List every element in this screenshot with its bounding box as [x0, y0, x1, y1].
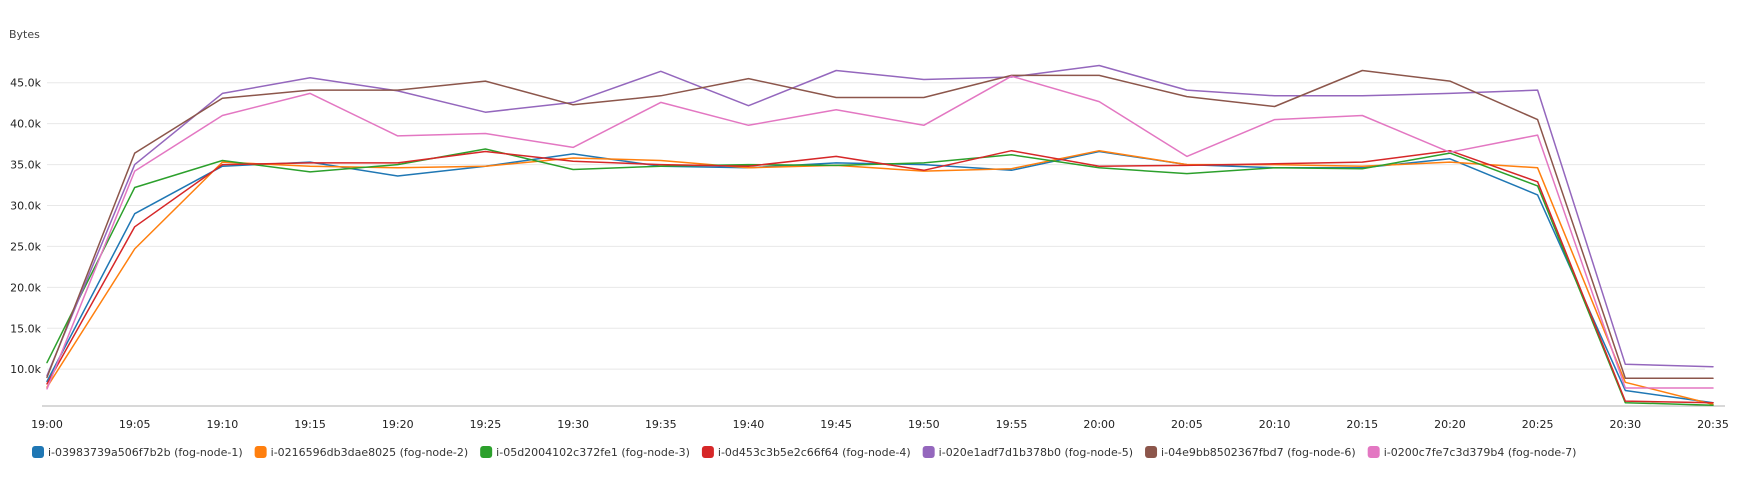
legend-item-7[interactable]: i-0200c7fe7c3d379b4 (fog-node-7): [1367, 446, 1577, 459]
x-tick-label: 19:40: [733, 418, 765, 431]
grid-lines: [47, 82, 1705, 370]
x-tick-label: 19:10: [207, 418, 239, 431]
x-tick-label: 20:30: [1609, 418, 1641, 431]
x-tick-label: 19:05: [119, 418, 151, 431]
x-tick-label: 20:20: [1434, 418, 1466, 431]
legend-label: i-0200c7fe7c3d379b4 (fog-node-7): [1384, 446, 1577, 459]
legend-swatch: [1145, 446, 1158, 458]
x-tick-label: 19:15: [294, 418, 326, 431]
x-tick-label: 20:10: [1259, 418, 1291, 431]
legend-label: i-03983739a506f7b2b (fog-node-1): [48, 446, 243, 459]
legend-swatch: [480, 446, 493, 458]
x-tick-label: 19:25: [470, 418, 502, 431]
x-tick-label: 19:55: [996, 418, 1028, 431]
x-tick-label: 20:25: [1522, 418, 1554, 431]
x-tick-label: 20:35: [1697, 418, 1729, 431]
legend-label: i-0d453c3b5e2c66f64 (fog-node-4): [718, 446, 911, 459]
legend-label: i-0216596db3dae8025 (fog-node-2): [271, 446, 469, 459]
x-tick-label: 19:50: [908, 418, 940, 431]
legend-item-4[interactable]: i-0d453c3b5e2c66f64 (fog-node-4): [701, 446, 911, 459]
legend: i-03983739a506f7b2b (fog-node-1) i-021659…: [32, 446, 1576, 459]
series-lines: [46, 64, 1714, 406]
legend-label: i-020e1adf7d1b378b0 (fog-node-5): [939, 446, 1133, 459]
y-tick-label: 40.0k: [10, 118, 41, 131]
y-axis-ticks: 10.0k 15.0k 20.0k 25.0k 30.0k 35.0k 40.0k 45.0k: [10, 77, 41, 376]
series-line-5[interactable]: [46, 64, 1714, 377]
x-tick-label: 20:00: [1083, 418, 1115, 431]
series-line-3[interactable]: [46, 148, 1714, 406]
x-tick-label: 20:05: [1171, 418, 1203, 431]
y-tick-label: 35.0k: [10, 159, 41, 172]
y-axis-label: Bytes: [9, 28, 40, 41]
legend-swatch: [922, 446, 935, 458]
x-tick-label: 19:35: [645, 418, 677, 431]
x-axis-ticks: 19:00 19:05 19:10 19:15 19:20 19:25 19:30 19:35…: [31, 418, 1729, 431]
series-line-4[interactable]: [46, 149, 1714, 404]
legend-item-2[interactable]: i-0216596db3dae8025 (fog-node-2): [254, 446, 469, 459]
y-tick-label: 10.0k: [10, 363, 41, 376]
legend-label: i-05d2004102c372fe1 (fog-node-3): [496, 446, 690, 459]
y-tick-label: 45.0k: [10, 77, 41, 90]
y-tick-label: 25.0k: [10, 240, 41, 253]
legend-item-1[interactable]: i-03983739a506f7b2b (fog-node-1): [32, 446, 243, 459]
legend-swatch: [701, 446, 714, 458]
x-tick-label: 19:20: [382, 418, 414, 431]
x-tick-label: 19:45: [820, 418, 852, 431]
legend-item-5[interactable]: i-020e1adf7d1b378b0 (fog-node-5): [922, 446, 1133, 459]
x-tick-label: 20:15: [1346, 418, 1378, 431]
x-tick-label: 19:00: [31, 418, 63, 431]
series-line-1[interactable]: [46, 150, 1714, 404]
legend-swatch: [254, 446, 267, 458]
legend-swatch: [32, 446, 44, 458]
legend-swatch: [1367, 446, 1380, 458]
series-line-2[interactable]: [46, 149, 1714, 406]
series-line-6[interactable]: [46, 69, 1714, 379]
y-tick-label: 15.0k: [10, 322, 41, 335]
legend-item-6[interactable]: i-04e9bb8502367fbd7 (fog-node-6): [1145, 446, 1356, 459]
y-tick-label: 20.0k: [10, 281, 41, 294]
legend-label: i-04e9bb8502367fbd7 (fog-node-6): [1161, 446, 1356, 459]
x-tick-label: 19:30: [557, 418, 589, 431]
y-tick-label: 30.0k: [10, 199, 41, 212]
series-line-7[interactable]: [46, 75, 1714, 390]
legend-item-3[interactable]: i-05d2004102c372fe1 (fog-node-3): [480, 446, 690, 459]
